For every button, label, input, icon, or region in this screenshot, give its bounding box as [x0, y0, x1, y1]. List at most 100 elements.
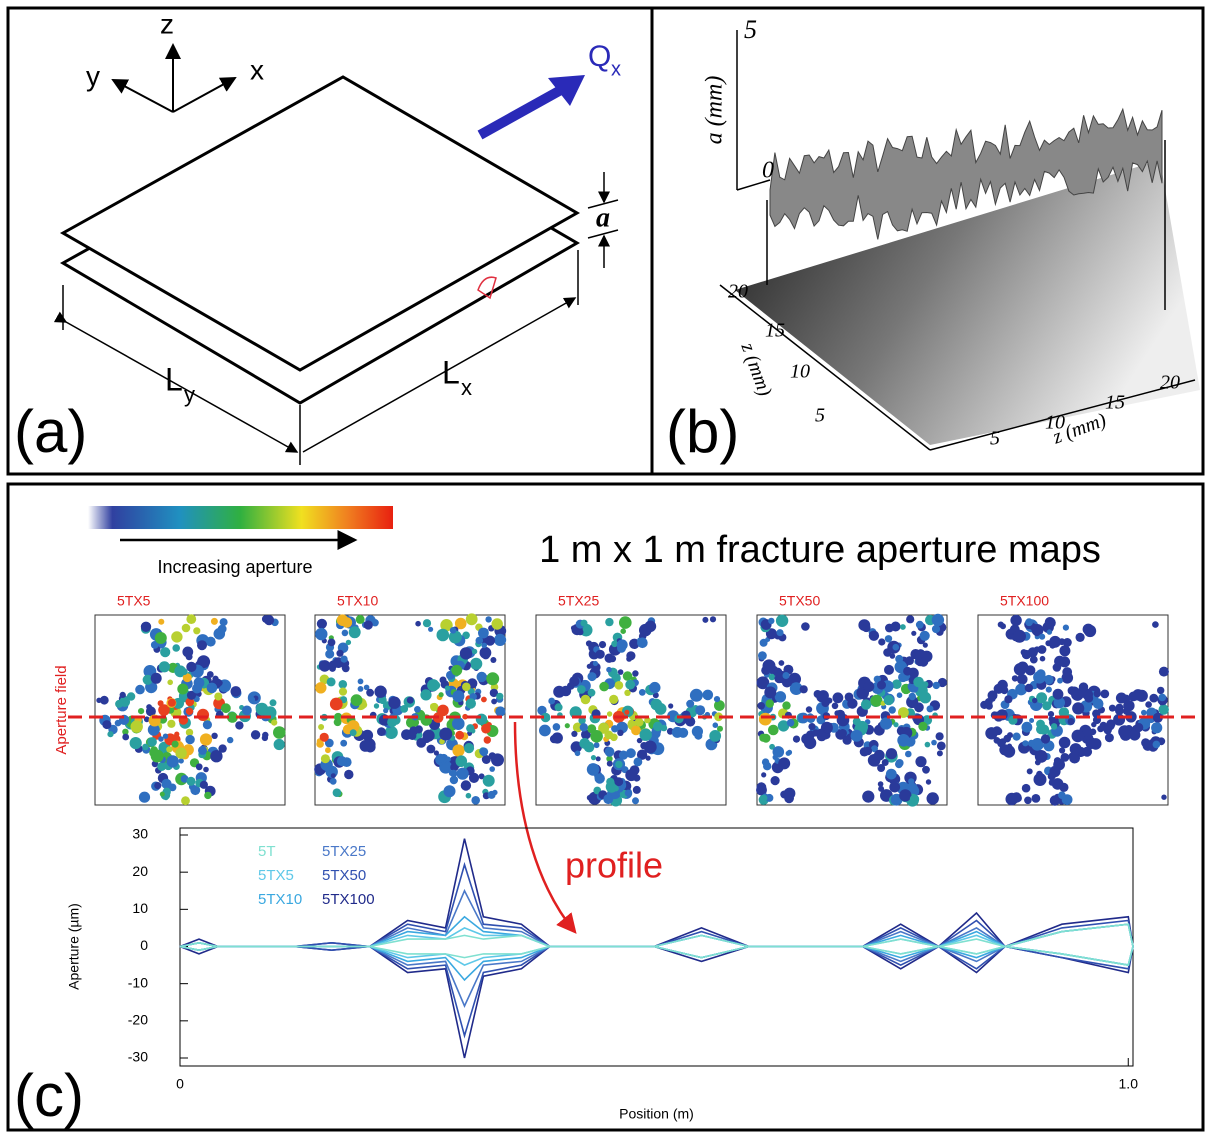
- map-texture: [885, 748, 898, 760]
- map-texture: [185, 734, 195, 745]
- profile-chart: -30 -20 -10 0 10 20 30 0 1.0 Position (m) Aperture…: [66, 826, 1138, 1122]
- map-texture: [216, 679, 223, 687]
- map-texture: [495, 706, 506, 717]
- map-texture: [320, 754, 330, 764]
- map-texture: [491, 618, 503, 630]
- map-texture: [769, 743, 775, 750]
- map-texture: [157, 762, 167, 771]
- map-texture: [1047, 772, 1056, 781]
- map-texture: [481, 651, 490, 660]
- map-texture: [171, 740, 179, 748]
- map-texture: [496, 692, 504, 700]
- legend-entry: 5TX5: [258, 867, 294, 884]
- map-texture: [168, 783, 177, 792]
- map-texture: [1158, 693, 1167, 702]
- map-texture: [1152, 621, 1159, 628]
- map-texture: [877, 781, 884, 787]
- map-label: 5TX10: [337, 593, 378, 609]
- map-texture: [452, 744, 465, 757]
- map-texture: [776, 629, 784, 637]
- map-texture: [925, 779, 932, 785]
- surface-base: [735, 160, 1200, 445]
- x-axis-label: Position (m): [619, 1106, 694, 1122]
- map-texture: [193, 627, 201, 635]
- map-texture: [1117, 719, 1123, 726]
- map-texture: [214, 692, 223, 701]
- map-texture: [190, 785, 201, 796]
- map-texture: [166, 755, 179, 768]
- map-texture: [185, 728, 194, 737]
- map-texture: [1024, 796, 1032, 805]
- map-texture: [325, 649, 335, 659]
- map-texture: [922, 681, 929, 688]
- map-texture: [878, 785, 885, 792]
- map-texture: [551, 732, 563, 744]
- map-texture: [782, 701, 791, 710]
- map-texture: [586, 794, 593, 801]
- field-label: Aperture field: [53, 665, 70, 754]
- y-tick-label: -30: [128, 1049, 148, 1065]
- y-axis-label: z (mm): [736, 339, 776, 399]
- map-texture: [862, 790, 875, 803]
- map-texture: [261, 615, 270, 623]
- map-texture: [107, 731, 114, 738]
- map-texture: [1062, 667, 1073, 677]
- map-texture: [577, 685, 586, 694]
- map-texture: [1026, 768, 1033, 775]
- map-texture: [799, 685, 808, 694]
- map-texture: [570, 741, 582, 753]
- map-texture: [1103, 725, 1112, 735]
- map-texture: [450, 769, 458, 778]
- map-texture: [1141, 709, 1147, 716]
- map-texture: [572, 722, 583, 733]
- map-texture: [159, 791, 165, 797]
- map-texture: [632, 785, 641, 794]
- map-texture: [604, 746, 615, 757]
- map-texture: [632, 797, 639, 805]
- map-texture: [1071, 729, 1085, 743]
- aperture-label: a: [596, 202, 610, 233]
- map-texture: [102, 720, 112, 730]
- map-texture: [626, 748, 636, 759]
- map-texture: [1059, 656, 1071, 668]
- map-texture: [221, 703, 231, 714]
- map-texture: [554, 703, 563, 712]
- map-texture: [652, 721, 663, 732]
- map-texture: [235, 721, 244, 730]
- map-texture: [341, 629, 349, 637]
- map-texture: [361, 701, 368, 709]
- map-texture: [931, 613, 945, 627]
- map-texture: [764, 686, 777, 699]
- map-texture: [273, 738, 285, 751]
- map-texture: [778, 660, 785, 666]
- y-tick-label: 20: [728, 281, 748, 303]
- surface-top: [769, 107, 1163, 240]
- map-texture: [1027, 739, 1035, 747]
- map-texture: [340, 655, 348, 663]
- map-texture: [816, 731, 827, 742]
- map-texture: [781, 677, 793, 688]
- map-texture: [185, 653, 193, 661]
- map-texture: [486, 672, 500, 686]
- map-texture: [614, 777, 624, 787]
- map-texture: [146, 704, 153, 710]
- map-texture: [451, 664, 463, 676]
- map-texture: [937, 677, 948, 688]
- map-texture: [695, 705, 706, 716]
- map-texture: [476, 671, 487, 683]
- map-texture: [569, 706, 582, 719]
- map-texture: [363, 620, 373, 630]
- map-texture: [167, 698, 176, 707]
- map-texture: [606, 777, 615, 786]
- map-texture: [460, 780, 472, 791]
- map-texture: [484, 635, 496, 646]
- map-texture: [1157, 686, 1165, 695]
- map-texture: [638, 689, 646, 696]
- map-texture: [606, 755, 613, 762]
- map-texture: [801, 622, 810, 631]
- map-texture: [494, 633, 507, 647]
- map-texture: [1025, 618, 1033, 627]
- map-texture: [196, 708, 210, 722]
- map-texture: [349, 729, 357, 737]
- z-tick-label: 5: [744, 15, 757, 44]
